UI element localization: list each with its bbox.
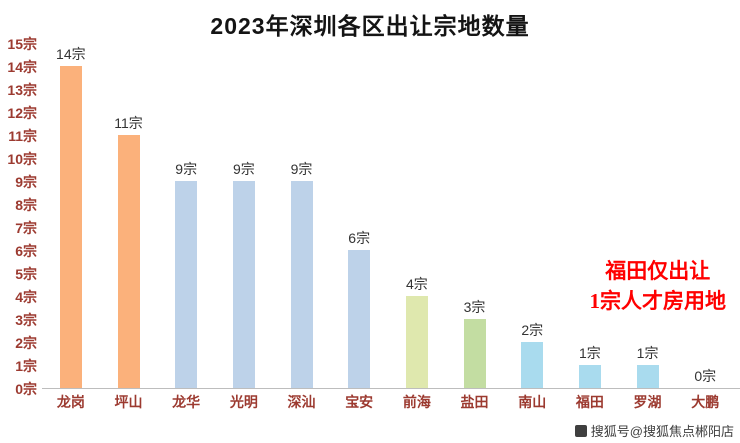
bar-slot-7: 4宗 bbox=[388, 44, 446, 388]
y-axis-tick: 13宗 bbox=[7, 82, 37, 98]
y-axis-tick: 9宗 bbox=[15, 174, 37, 190]
bar-value-label: 1宗 bbox=[636, 345, 659, 361]
x-axis-label: 罗湖 bbox=[633, 394, 662, 410]
bar bbox=[117, 135, 140, 388]
bar-value-label: 6宗 bbox=[348, 230, 371, 246]
x-axis-label: 盐田 bbox=[460, 394, 489, 410]
bar bbox=[578, 365, 601, 388]
y-axis-tick: 3宗 bbox=[15, 312, 37, 328]
bar-slot-8: 3宗 bbox=[446, 44, 504, 388]
bar bbox=[521, 342, 544, 388]
bar bbox=[636, 365, 659, 388]
bar-value-label: 9宗 bbox=[175, 161, 198, 177]
watermark: 搜狐号@搜狐焦点郴阳店 bbox=[574, 421, 734, 440]
y-axis-tick: 5宗 bbox=[15, 266, 37, 282]
sohu-logo-icon bbox=[574, 424, 587, 437]
bar bbox=[59, 66, 82, 388]
bar bbox=[463, 319, 486, 388]
bar bbox=[232, 181, 255, 388]
y-axis-tick: 14宗 bbox=[7, 59, 37, 75]
y-axis-tick: 1宗 bbox=[15, 358, 37, 374]
bar-value-label: 2宗 bbox=[521, 322, 544, 338]
bar-value-label: 9宗 bbox=[290, 161, 313, 177]
x-axis-label: 南山 bbox=[518, 394, 547, 410]
bar-value-label: 11宗 bbox=[114, 115, 143, 131]
y-axis-tick: 15宗 bbox=[7, 36, 37, 52]
bar-slot-1: 14宗 bbox=[42, 44, 100, 388]
watermark-text: 搜狐号@搜狐焦点郴阳店 bbox=[590, 424, 734, 439]
bar-value-label: 1宗 bbox=[578, 345, 601, 361]
chart-title: 2023年深圳各区出让宗地数量 bbox=[210, 13, 530, 39]
plot-area: 14宗 11宗 9宗 9宗 9宗 6宗 4宗 3宗 2宗 1宗 1宗 0宗 bbox=[42, 44, 740, 389]
y-axis-tick: 12宗 bbox=[7, 105, 37, 121]
bar-value-label: 9宗 bbox=[232, 161, 255, 177]
y-axis: 15宗 14宗 13宗 12宗 11宗 10宗 9宗 8宗 7宗 6宗 5宗 4宗 3宗 2宗 1宗 0宗 bbox=[0, 36, 42, 397]
bar-slot-6: 6宗 bbox=[330, 44, 388, 388]
annotation-line-1: 福田仅出让 bbox=[605, 259, 711, 283]
bar-slot-4: 9宗 bbox=[215, 44, 273, 388]
y-axis-tick: 6宗 bbox=[15, 243, 37, 259]
annotation-text: 福田仅出让 1宗人才房用地 bbox=[590, 256, 727, 317]
bar bbox=[405, 296, 428, 388]
y-axis-tick: 2宗 bbox=[15, 335, 37, 351]
bar-slot-9: 2宗 bbox=[503, 44, 561, 388]
y-axis-tick: 7宗 bbox=[15, 220, 37, 236]
bar bbox=[348, 250, 371, 388]
bar-slot-3: 9宗 bbox=[157, 44, 215, 388]
bar-slot-2: 11宗 bbox=[100, 44, 158, 388]
y-axis-tick: 4宗 bbox=[15, 289, 37, 305]
annotation-line-2: 1宗人才房用地 bbox=[589, 289, 727, 314]
x-axis-label: 前海 bbox=[402, 394, 431, 410]
x-axis-label: 宝安 bbox=[345, 394, 374, 410]
bar-value-label: 0宗 bbox=[694, 368, 717, 384]
bar-value-label: 3宗 bbox=[463, 299, 486, 315]
x-axis-label: 福田 bbox=[575, 394, 604, 410]
y-axis-tick: 8宗 bbox=[15, 197, 37, 213]
bar-value-label: 4宗 bbox=[405, 276, 428, 292]
x-axis-label: 深汕 bbox=[287, 394, 316, 410]
bar bbox=[175, 181, 198, 388]
y-axis-tick: 10宗 bbox=[7, 151, 37, 167]
y-axis-tick: 0宗 bbox=[15, 381, 37, 397]
x-axis-label: 龙岗 bbox=[56, 394, 85, 410]
bar bbox=[290, 181, 313, 388]
bar-slot-10: 1宗 bbox=[561, 44, 619, 388]
bar-slot-11: 1宗 bbox=[619, 44, 677, 388]
x-axis-label: 光明 bbox=[229, 394, 258, 410]
y-axis-tick: 11宗 bbox=[8, 128, 37, 144]
bar-slot-5: 9宗 bbox=[273, 44, 331, 388]
bar-chart: 15宗 14宗 13宗 12宗 11宗 10宗 9宗 8宗 7宗 6宗 5宗 4宗 3宗 2宗 1宗 0宗 1… bbox=[0, 36, 740, 397]
bar-value-label: 14宗 bbox=[56, 46, 86, 62]
x-axis-label: 龙华 bbox=[172, 394, 201, 410]
x-axis-label: 大鹏 bbox=[691, 394, 720, 410]
x-axis-label: 坪山 bbox=[114, 394, 143, 410]
x-axis: 龙岗 坪山 龙华 光明 深汕 宝安 前海 盐田 南山 福田 罗湖 大鹏 bbox=[42, 392, 734, 412]
bar-slot-12: 0宗 bbox=[676, 44, 734, 388]
